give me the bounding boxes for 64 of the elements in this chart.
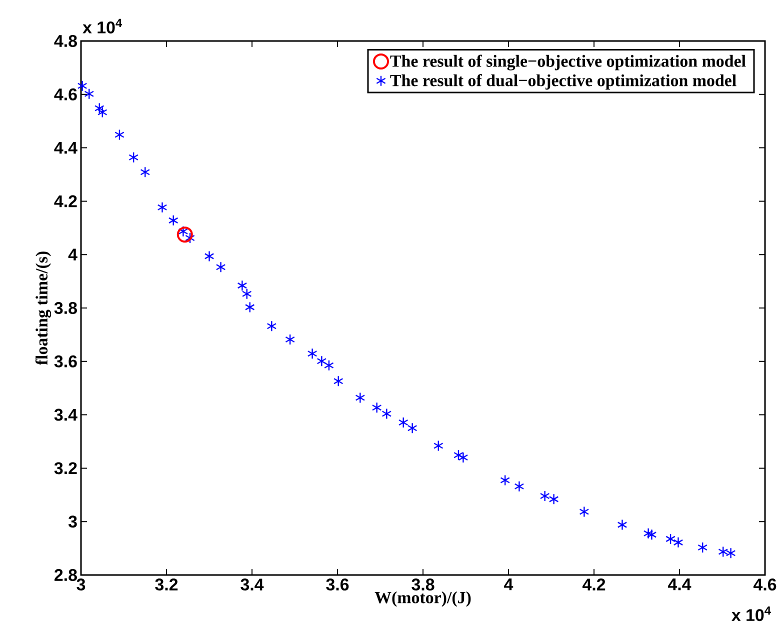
point bbox=[646, 529, 657, 540]
point bbox=[698, 542, 708, 554]
y-tick-label: 4 bbox=[68, 248, 78, 260]
point bbox=[726, 548, 736, 559]
point bbox=[285, 334, 295, 346]
point bbox=[454, 450, 464, 461]
point bbox=[548, 494, 559, 505]
y-tick-label: 3 bbox=[68, 516, 77, 528]
point bbox=[407, 422, 418, 434]
x-tick-label: 4 bbox=[504, 578, 514, 590]
point bbox=[372, 402, 382, 414]
y-tick-label: 3.6 bbox=[54, 355, 77, 368]
point bbox=[204, 250, 214, 262]
point bbox=[128, 152, 139, 164]
point bbox=[266, 320, 277, 332]
point bbox=[579, 506, 590, 518]
point bbox=[540, 490, 550, 502]
point bbox=[94, 102, 104, 114]
text: x 10$^{4}$ bbox=[82, 18, 122, 34]
point bbox=[382, 408, 392, 420]
point bbox=[398, 416, 408, 428]
point bbox=[307, 348, 318, 360]
x-tick-label: 3.6 bbox=[326, 578, 349, 591]
y-axis-title: floating time/(s) bbox=[35, 252, 52, 366]
point bbox=[355, 392, 366, 404]
point bbox=[500, 474, 510, 486]
point bbox=[718, 546, 728, 558]
point bbox=[216, 262, 226, 273]
x-tick-label: 4.6 bbox=[753, 578, 776, 591]
y-tick-label: 4.2 bbox=[54, 195, 77, 208]
x-tick-label: 4.2 bbox=[582, 578, 606, 590]
x-tick-label: 3.2 bbox=[155, 578, 178, 591]
point bbox=[140, 166, 150, 178]
x-axis-title: W(motor)/(J) bbox=[374, 591, 471, 607]
legend-label: The result of single−objective optimization model bbox=[390, 54, 746, 70]
point bbox=[514, 480, 524, 492]
point bbox=[316, 356, 327, 367]
point bbox=[244, 302, 255, 313]
y-tick-label: 3.4 bbox=[54, 408, 78, 421]
y-tick-label: 4.8 bbox=[54, 34, 77, 47]
x-tick-label: 4.4 bbox=[668, 578, 692, 590]
x-tick-label: 3 bbox=[76, 578, 86, 591]
point bbox=[433, 440, 444, 452]
point bbox=[114, 129, 124, 140]
point bbox=[458, 452, 468, 464]
y-tick-label: 3.2 bbox=[54, 462, 77, 474]
point bbox=[176, 226, 193, 243]
point bbox=[643, 528, 654, 539]
y-tick-label: 4.6 bbox=[54, 88, 77, 100]
point bbox=[617, 519, 628, 530]
point bbox=[673, 536, 684, 548]
x-tick-label: 3.4 bbox=[240, 578, 264, 591]
legend-label: The result of dual−objective optimization model bbox=[390, 74, 736, 90]
y-tick-label: 4.4 bbox=[54, 142, 78, 154]
text: x 10$^{4}$ bbox=[732, 606, 771, 622]
point bbox=[168, 214, 178, 226]
x-tick-label: 3.8 bbox=[412, 578, 434, 591]
y-tick-label: 2.8 bbox=[54, 569, 77, 581]
point bbox=[157, 202, 168, 213]
point bbox=[97, 106, 108, 118]
y-tick-label: 3.8 bbox=[54, 302, 77, 314]
point bbox=[666, 533, 676, 545]
point bbox=[324, 360, 334, 371]
point bbox=[333, 376, 344, 387]
